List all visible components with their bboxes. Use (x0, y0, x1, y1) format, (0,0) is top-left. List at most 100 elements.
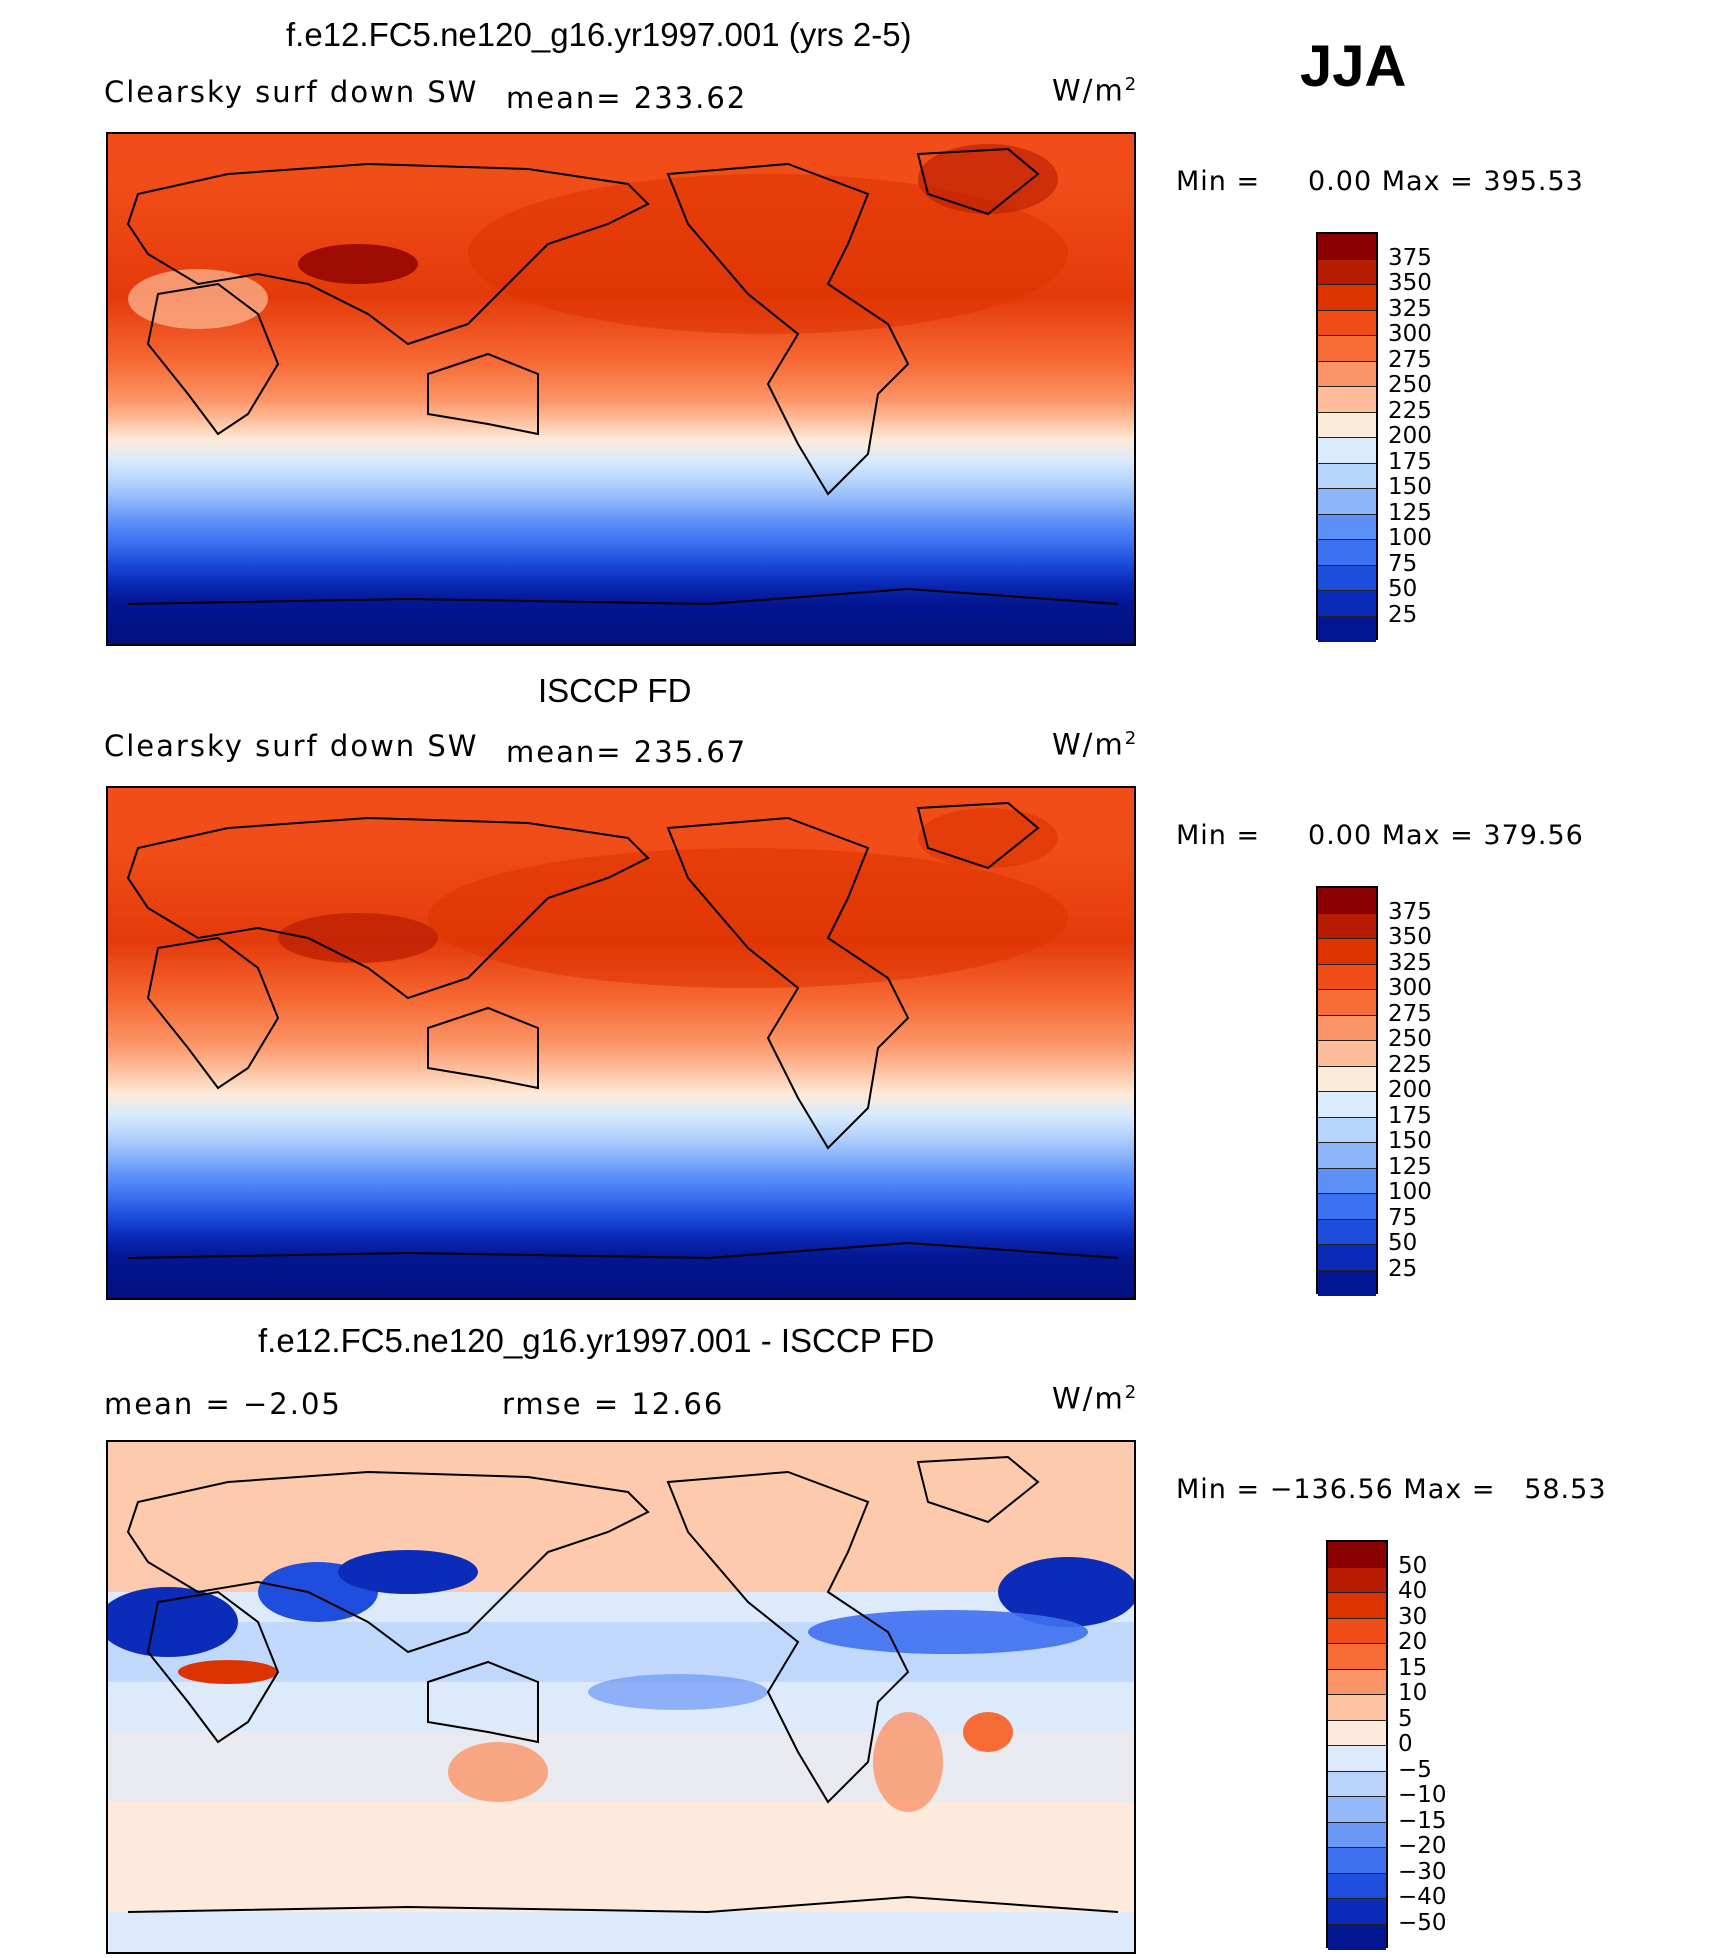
colorbar-tick-label: 350 (1388, 924, 1432, 950)
colorbar-swatch (1318, 259, 1376, 285)
colorbar-tick-label: 225 (1388, 1051, 1432, 1078)
colorbar-swatch (1318, 913, 1376, 939)
colorbar-swatch (1318, 540, 1376, 566)
colorbar-tick-label: 150 (1388, 1128, 1432, 1154)
colorbar-tick-label: −40 (1398, 1884, 1447, 1910)
colorbar-swatch (1328, 1618, 1386, 1644)
colorbar-tick-label: 25 (1388, 601, 1418, 628)
panel3-rmse-label: rmse = 12.66 (502, 1387, 725, 1421)
colorbar-tick-label: 175 (1388, 1102, 1432, 1129)
panel3-units: W/m2 (1052, 1381, 1139, 1416)
colorbar-swatch (1328, 1720, 1386, 1746)
colorbar-tick-label: 250 (1388, 372, 1432, 398)
colorbar-tick-label: 20 (1398, 1629, 1428, 1655)
colorbar-tick-label: 125 (1388, 1153, 1432, 1180)
colorbar-tick-label: 175 (1388, 448, 1432, 475)
panel2-variable-label: Clearsky surf down SW (104, 729, 479, 763)
colorbar-tick-label: −50 (1398, 1909, 1447, 1936)
colorbar-swatch (1318, 1117, 1376, 1143)
colorbar-swatch (1318, 489, 1376, 515)
colorbar-tick-label: 50 (1398, 1552, 1428, 1579)
colorbar-swatch (1318, 387, 1376, 413)
colorbar-swatch (1318, 939, 1376, 965)
colorbar-tick-label: −30 (1398, 1858, 1447, 1885)
panel1-units: W/m2 (1052, 73, 1139, 108)
colorbar-swatch (1318, 1194, 1376, 1220)
colorbar-swatch (1328, 1899, 1386, 1925)
colorbar-tick-label: −20 (1398, 1833, 1447, 1859)
colorbar-swatch (1318, 1041, 1376, 1067)
colorbar-tick-label: −5 (1398, 1756, 1432, 1783)
colorbar-swatch (1318, 1015, 1376, 1041)
panel3-mean-label: mean = −2.05 (104, 1387, 342, 1421)
colorbar-swatch (1328, 1924, 1386, 1950)
colorbar-tick-label: 300 (1388, 975, 1432, 1001)
panel1-minmax: Min = 0.00 Max = 395.53 (1176, 166, 1584, 197)
panel2-units: W/m2 (1052, 727, 1139, 762)
colorbar-tick-label: 30 (1398, 1603, 1428, 1630)
panel2-minmax: Min = 0.00 Max = 379.56 (1176, 820, 1584, 851)
colorbar-tick-label: 200 (1388, 1077, 1432, 1103)
colorbar-swatch (1318, 565, 1376, 591)
colorbar-tick-label: 200 (1388, 423, 1432, 449)
colorbar-tick-label: 275 (1388, 1000, 1432, 1027)
colorbar-swatch (1318, 336, 1376, 362)
colorbar-swatch (1318, 1092, 1376, 1118)
panel3-colorbar (1326, 1540, 1388, 1950)
season-label: JJA (1300, 34, 1407, 99)
colorbar-swatch (1328, 1873, 1386, 1899)
panel2-mean-label: mean= 235.67 (506, 735, 748, 769)
colorbar-swatch (1328, 1848, 1386, 1874)
colorbar-swatch (1328, 1822, 1386, 1848)
colorbar-swatch (1328, 1542, 1386, 1568)
colorbar-tick-label: 15 (1398, 1654, 1428, 1681)
colorbar-swatch (1318, 1066, 1376, 1092)
colorbar-swatch (1318, 1245, 1376, 1271)
colorbar-tick-label: 10 (1398, 1680, 1428, 1706)
panel1-colorbar (1316, 232, 1378, 642)
colorbar-tick-label: 250 (1388, 1026, 1432, 1052)
colorbar-tick-label: 50 (1388, 576, 1418, 602)
colorbar-swatch (1318, 888, 1376, 914)
colorbar-swatch (1318, 1219, 1376, 1245)
colorbar-swatch (1328, 1771, 1386, 1797)
panel1-title: f.e12.FC5.ne120_g16.yr1997.001 (yrs 2-5) (286, 16, 912, 53)
colorbar-tick-label: 125 (1388, 499, 1432, 526)
colorbar-tick-label: 150 (1388, 474, 1432, 500)
colorbar-tick-label: 325 (1388, 949, 1432, 976)
colorbar-tick-label: 100 (1388, 525, 1432, 551)
colorbar-swatch (1328, 1695, 1386, 1721)
colorbar-tick-label: 75 (1388, 1204, 1418, 1231)
colorbar-tick-label: 100 (1388, 1179, 1432, 1205)
panel2-map (106, 786, 1136, 1300)
colorbar-swatch (1328, 1797, 1386, 1823)
colorbar-swatch (1328, 1593, 1386, 1619)
colorbar-tick-label: 350 (1388, 270, 1432, 296)
panel1-map (106, 132, 1136, 646)
colorbar-swatch (1318, 285, 1376, 311)
colorbar-tick-label: 0 (1398, 1731, 1413, 1757)
panel3-title: f.e12.FC5.ne120_g16.yr1997.001 - ISCCP F… (258, 1322, 935, 1359)
colorbar-tick-label: 375 (1388, 898, 1432, 925)
panel2-colorbar (1316, 886, 1378, 1296)
panel1-mean-label: mean= 233.62 (506, 81, 748, 115)
colorbar-tick-label: 5 (1398, 1705, 1413, 1732)
colorbar-swatch (1328, 1644, 1386, 1670)
colorbar-swatch (1318, 591, 1376, 617)
colorbar-tick-label: −10 (1398, 1782, 1447, 1808)
panel2-title: ISCCP FD (538, 672, 692, 709)
colorbar-swatch (1318, 1143, 1376, 1169)
colorbar-swatch (1328, 1669, 1386, 1695)
colorbar-tick-label: 275 (1388, 346, 1432, 373)
colorbar-swatch (1318, 310, 1376, 336)
colorbar-swatch (1318, 514, 1376, 540)
colorbar-swatch (1318, 1168, 1376, 1194)
colorbar-swatch (1318, 361, 1376, 387)
colorbar-tick-label: 375 (1388, 244, 1432, 271)
colorbar-tick-label: 75 (1388, 550, 1418, 577)
panel1-variable-label: Clearsky surf down SW (104, 75, 479, 109)
colorbar-swatch (1318, 1270, 1376, 1296)
colorbar-tick-label: 325 (1388, 295, 1432, 322)
colorbar-swatch (1328, 1567, 1386, 1593)
colorbar-swatch (1318, 234, 1376, 260)
